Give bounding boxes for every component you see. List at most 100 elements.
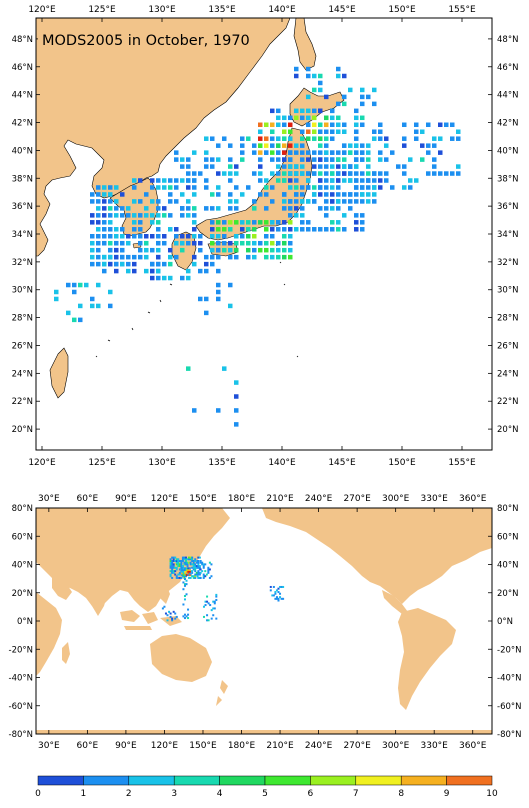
observation-cell: [270, 122, 275, 128]
observation-cell: [300, 206, 305, 211]
global-right-lat-tick-label: -40°N: [497, 674, 522, 684]
global-observation-cell: [279, 585, 282, 588]
observation-cell: [336, 164, 341, 169]
observation-cell: [180, 234, 185, 239]
global-observation-cell: [174, 573, 177, 576]
observation-cell: [192, 408, 197, 413]
global-observation-cell: [187, 572, 190, 575]
central-america-landmass: [382, 590, 408, 614]
observation-cell: [378, 185, 383, 190]
colorbar-bin: [37, 775, 84, 786]
observation-cell: [318, 157, 323, 162]
observation-cell: [246, 136, 251, 141]
observation-cell: [216, 247, 221, 253]
global-observation-cell: [272, 585, 275, 588]
global-observation-cell: [172, 610, 175, 613]
global-observation-cell: [191, 559, 194, 562]
observation-cell: [210, 192, 215, 197]
global-observation-cell: [168, 610, 171, 613]
global-observation-cell: [198, 556, 201, 559]
global-left-lat-tick-label: 60°N: [12, 532, 33, 542]
south-america-landmass: [398, 608, 456, 710]
observation-cell: [312, 115, 317, 121]
global-observation-cell: [199, 561, 202, 564]
observation-cell: [192, 171, 197, 176]
global-observation-cell: [197, 571, 200, 574]
global-observation-cell: [188, 561, 191, 564]
observation-cell: [288, 143, 293, 148]
observation-cell: [336, 157, 341, 162]
observation-cell: [198, 247, 203, 253]
global-observation-cell: [169, 573, 172, 576]
bottom-lon-tick-label: 120°E: [28, 458, 56, 468]
global-right-lat-tick-label: 20°N: [497, 589, 518, 599]
global-observation-cell: [172, 556, 175, 559]
observation-cell: [276, 240, 281, 246]
right-lat-tick-label: 40°N: [497, 146, 518, 156]
observation-cell: [186, 157, 191, 162]
observation-cell: [312, 164, 317, 169]
global-bottom-lon-tick-label: 120°E: [151, 741, 179, 751]
observation-cell: [366, 150, 371, 155]
observation-cell: [282, 164, 287, 169]
observation-cell: [96, 247, 101, 253]
global-observation-cell: [192, 559, 195, 562]
observation-cell: [186, 240, 191, 246]
observation-cell: [264, 220, 269, 225]
global-observation-cell: [204, 575, 207, 578]
colorbar-label: 10: [486, 789, 498, 799]
observation-cell: [234, 206, 239, 211]
observation-cell: [330, 185, 335, 190]
observation-cell: [174, 150, 179, 155]
observation-cell: [234, 185, 239, 190]
global-observation-cell: [171, 576, 174, 579]
global-observation-cell: [189, 576, 192, 579]
observation-cell: [348, 178, 353, 183]
observation-cell: [288, 254, 293, 260]
global-observation-cell: [210, 617, 213, 620]
right-lat-tick-label: 24°N: [497, 369, 518, 379]
observation-cell: [336, 101, 341, 107]
observation-cell: [402, 136, 407, 141]
global-observation-cell: [213, 602, 216, 605]
observation-cell: [318, 150, 323, 155]
observation-cell: [180, 275, 185, 281]
observation-cell: [138, 227, 143, 232]
global-observation-cell: [169, 566, 172, 569]
observation-cell: [270, 220, 275, 225]
global-observation-cell: [172, 571, 175, 574]
observation-cell: [306, 108, 311, 114]
global-observation-cell: [183, 584, 186, 587]
observation-cell: [432, 164, 437, 169]
observation-cell: [270, 150, 275, 155]
observation-cell: [342, 164, 347, 169]
observation-cell: [360, 150, 365, 155]
observation-cell: [234, 422, 239, 427]
observation-cell: [342, 94, 347, 100]
observation-cell: [348, 171, 353, 176]
observation-cell: [366, 164, 371, 169]
global-observation-cell: [185, 561, 188, 564]
observation-cell: [390, 150, 395, 155]
observation-cell: [402, 164, 407, 169]
colorbar-bin: [400, 775, 447, 786]
global-observation-cell: [171, 561, 174, 564]
observation-cell: [234, 380, 239, 385]
observation-cell: [414, 178, 419, 183]
observation-cell: [360, 192, 365, 197]
observation-cell: [336, 185, 341, 190]
observation-cell: [126, 234, 131, 239]
observation-cell: [150, 234, 155, 239]
colorbar-label: 8: [398, 789, 404, 799]
observation-cell: [306, 220, 311, 225]
observation-cell: [198, 171, 203, 176]
global-observation-cell: [181, 572, 184, 575]
global-observation-cell: [185, 556, 188, 559]
observation-cell: [228, 206, 233, 211]
observation-cell: [282, 143, 287, 148]
observation-cell: [366, 192, 371, 197]
observation-cell: [90, 254, 95, 260]
observation-cell: [150, 178, 155, 183]
global-observation-cell: [185, 579, 188, 582]
observation-cell: [306, 150, 311, 155]
